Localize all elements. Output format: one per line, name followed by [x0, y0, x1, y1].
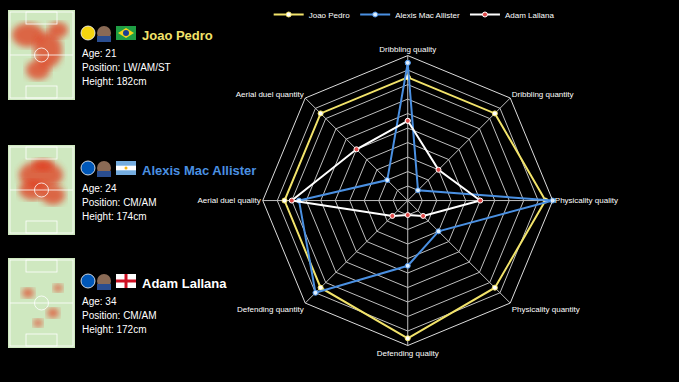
html-text:Age: 21: Age: 21: [82, 48, 117, 59]
html-text:Age: 34: Age: 34: [82, 296, 117, 307]
html-text:Position: LW/AM/ST: Position: LW/AM/ST: [82, 62, 171, 73]
svg-text:Adam Lallana: Adam Lallana: [505, 11, 554, 20]
svg-text:Joao Pedro: Joao Pedro: [309, 11, 350, 20]
html-text:Position: CM/AM: Position: CM/AM: [82, 310, 157, 321]
html-text:Joao Pedro: Joao Pedro: [142, 28, 213, 43]
html-text:Height: 174cm: Height: 174cm: [82, 211, 147, 222]
svg-text:Aerial duel quantity: Aerial duel quantity: [236, 90, 304, 99]
svg-text:Defending quantity: Defending quantity: [237, 305, 304, 314]
svg-text:Physicality quality: Physicality quality: [555, 196, 618, 205]
svg-text:Alexis Mac Allister: Alexis Mac Allister: [395, 11, 460, 20]
html-text:Age: 24: Age: 24: [82, 183, 117, 194]
svg-text:Dribbling quantity: Dribbling quantity: [512, 90, 574, 99]
html-text:Height: 172cm: Height: 172cm: [82, 324, 147, 335]
svg-text:Dribbling quality: Dribbling quality: [379, 45, 436, 54]
svg-text:Defending quality: Defending quality: [377, 349, 439, 358]
html-text:Position: CM/AM: Position: CM/AM: [82, 197, 157, 208]
html-text:Adam Lallana: Adam Lallana: [142, 276, 227, 291]
html-text:Alexis Mac Allister: Alexis Mac Allister: [142, 163, 257, 178]
html-text:Height: 182cm: Height: 182cm: [82, 76, 147, 87]
svg-text:Aerial duel quality: Aerial duel quality: [198, 196, 261, 205]
svg-text:Physicality quantity: Physicality quantity: [512, 305, 580, 314]
